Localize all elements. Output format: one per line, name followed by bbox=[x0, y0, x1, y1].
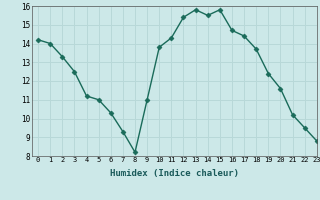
X-axis label: Humidex (Indice chaleur): Humidex (Indice chaleur) bbox=[110, 169, 239, 178]
